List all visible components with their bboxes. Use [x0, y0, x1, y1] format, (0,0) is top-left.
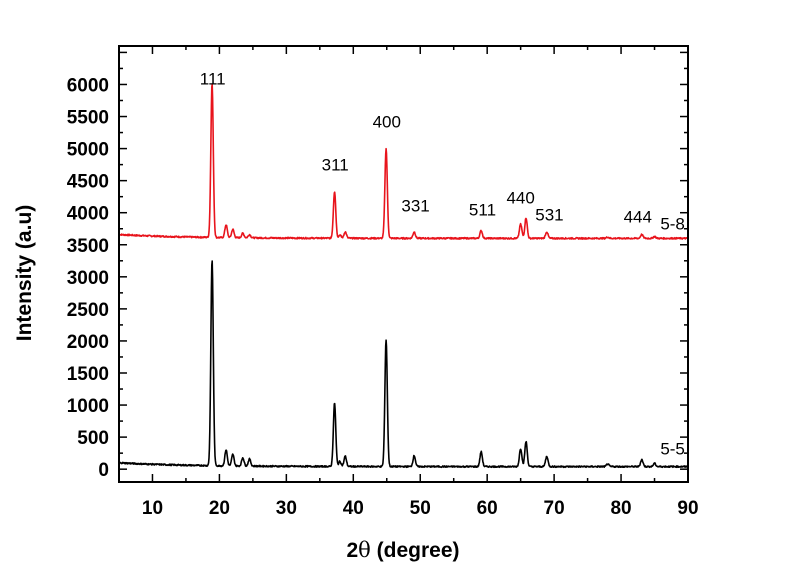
peak-label: 511 [469, 200, 496, 219]
x-tick-label: 40 [343, 498, 364, 519]
tick-labels: 10 20 30 40 50 60 70 80 90 0 500 1000 1500 2000 2500 30… [67, 75, 699, 519]
axis-ticks [118, 46, 689, 482]
y-tick-label: 500 [77, 428, 109, 449]
y-tick-label: 2500 [67, 300, 109, 321]
y-tick-label: 3500 [67, 236, 109, 257]
peak-label: 5-5 [660, 439, 685, 458]
peak-label: 111 [200, 69, 226, 88]
series-line-5-8 [118, 83, 689, 240]
x-tick-label: 30 [276, 498, 297, 519]
y-tick-label: 5500 [67, 108, 109, 129]
peak-label: 5-8 [660, 214, 685, 233]
series-layer [118, 83, 689, 469]
y-tick-label: 3000 [67, 268, 109, 289]
x-tick-label: 10 [142, 498, 163, 519]
peak-label: 444 [624, 207, 652, 226]
x-tick-label: 50 [410, 498, 431, 519]
y-tick-label: 2000 [67, 332, 109, 353]
x-tick-label: 20 [209, 498, 230, 519]
series-line-5-5 [118, 260, 689, 469]
plot-frame [118, 45, 689, 483]
y-tick-label: 0 [98, 460, 109, 481]
y-tick-label: 6000 [67, 75, 109, 96]
y-tick-label: 5000 [67, 140, 109, 161]
y-tick-label: 4000 [67, 204, 109, 225]
y-tick-label: 1500 [67, 364, 109, 385]
x-tick-label: 90 [677, 498, 698, 519]
x-tick-label: 70 [544, 498, 565, 519]
peak-label: 440 [506, 189, 534, 208]
x-axis-title: 2θ (degree) [346, 538, 459, 562]
peak-label: 531 [535, 205, 563, 224]
peak-label: 400 [373, 112, 401, 131]
y-axis-title: Intensity (a.u) [13, 205, 36, 342]
peak-label: 311 [322, 155, 349, 174]
peak-label: 331 [401, 196, 429, 215]
x-tick-label: 80 [610, 498, 631, 519]
y-tick-label: 1000 [67, 396, 109, 417]
x-tick-label: 60 [477, 498, 498, 519]
y-tick-label: 4500 [67, 172, 109, 193]
